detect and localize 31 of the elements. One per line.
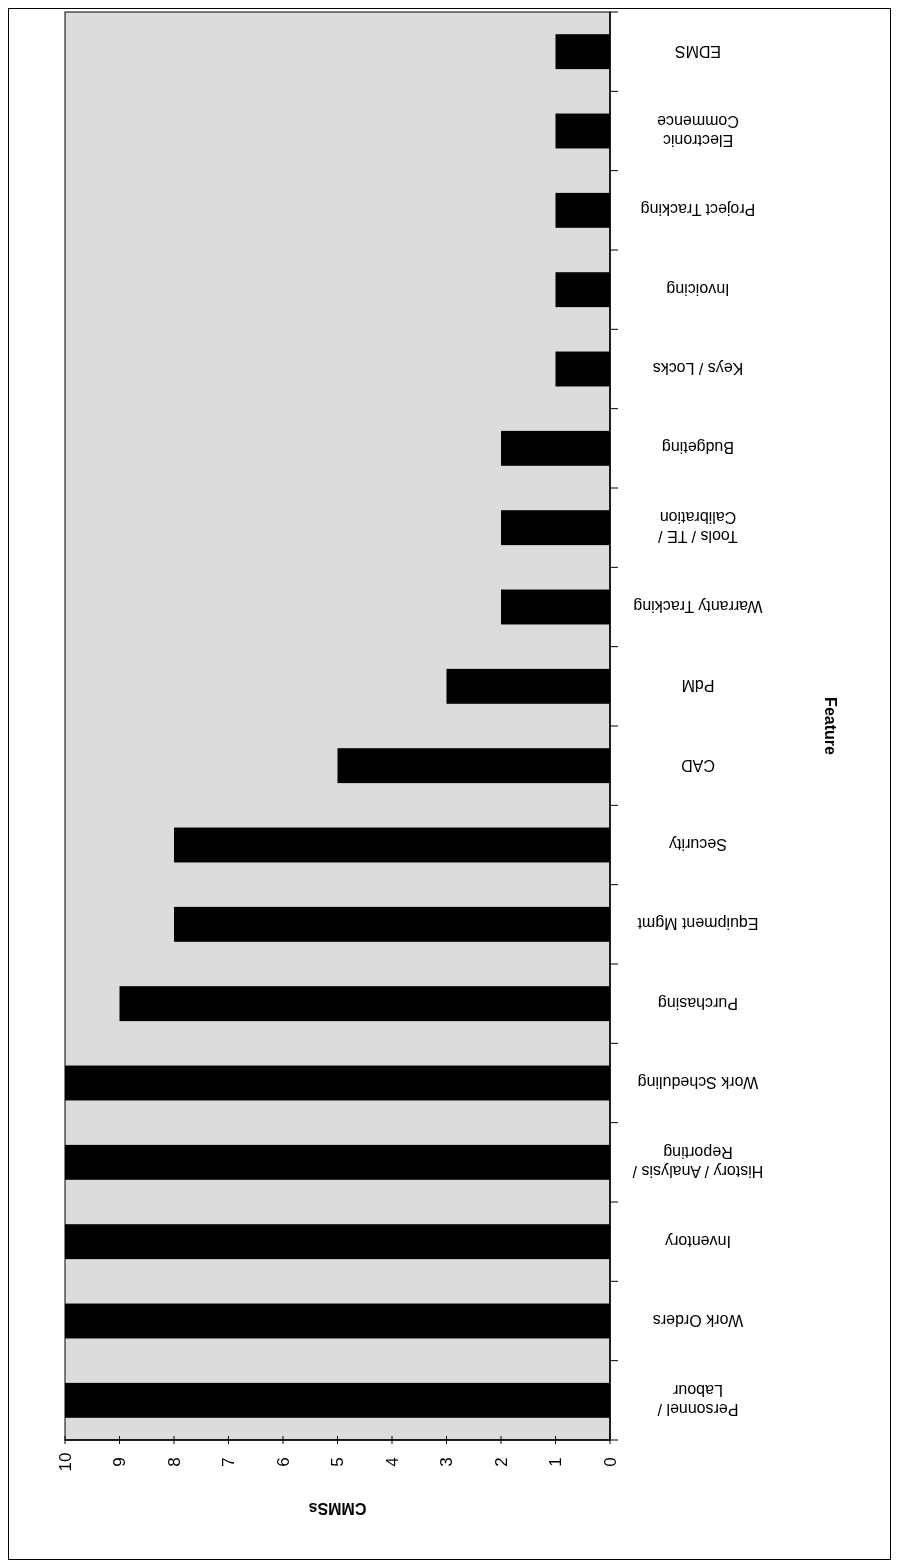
- y-tick-label: Work Scheduling: [637, 1074, 759, 1091]
- x-tick-label: 5: [328, 1457, 347, 1467]
- y-tick-label: Security: [669, 836, 727, 853]
- x-tick-label: 1: [546, 1457, 565, 1467]
- x-tick-label: 0: [600, 1457, 620, 1467]
- x-tick-label: 3: [437, 1457, 456, 1467]
- y-tick-label: History / Analysis / Reporting: [632, 1143, 764, 1180]
- x-tick-label: 6: [273, 1457, 293, 1467]
- y-axis-title: Feature: [821, 697, 839, 755]
- x-tick-label: 9: [110, 1457, 129, 1467]
- y-tick-label: Inventory: [665, 1232, 731, 1250]
- y-tick-label: Work Orders: [652, 1312, 744, 1329]
- y-tick-label: PdM: [681, 677, 715, 695]
- x-tick-label: 2: [491, 1457, 511, 1467]
- x-tick-label: 4: [382, 1457, 402, 1467]
- x-tick-label: 10: [55, 1452, 75, 1472]
- y-tick-label: Purchasing: [657, 994, 739, 1012]
- y-tick-label: Warranty Tracking: [633, 598, 763, 615]
- x-tick-label: 7: [219, 1457, 238, 1467]
- y-tick-label: Equipment Mgmt: [636, 915, 759, 933]
- y-tick-label: Project Tracking: [640, 201, 756, 219]
- y-tick-label: Invoicing: [666, 280, 730, 298]
- y-tick-label: Tools / TE / Calibration: [657, 509, 738, 546]
- y-tick-label: Electronic Commence: [657, 112, 739, 149]
- y-tick-label: CAD: [681, 756, 715, 774]
- y-tick-label: Budgeting: [661, 439, 735, 457]
- y-tick-label: EDMS: [674, 42, 722, 60]
- y-tick-label: Keys / Locks: [652, 360, 744, 377]
- x-axis-title: CMMSs: [308, 1499, 367, 1517]
- x-tick-label: 8: [164, 1457, 184, 1467]
- y-tick-label: Personnel / Labour: [656, 1381, 739, 1418]
